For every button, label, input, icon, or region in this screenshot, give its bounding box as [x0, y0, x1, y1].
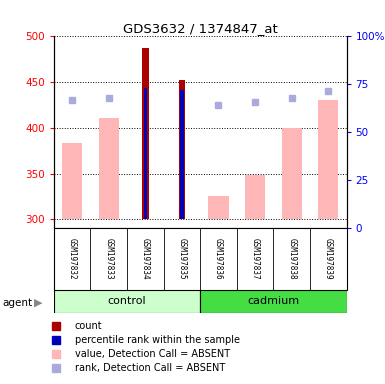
- Text: control: control: [108, 296, 146, 306]
- Bar: [281, 128, 302, 219]
- Bar: [99, 118, 119, 219]
- Bar: [318, 101, 338, 219]
- Text: GSM197832: GSM197832: [68, 238, 77, 280]
- Text: percentile rank within the sample: percentile rank within the sample: [75, 335, 240, 345]
- Bar: [62, 142, 82, 219]
- Text: GSM197839: GSM197839: [324, 238, 333, 280]
- Text: GSM197834: GSM197834: [141, 238, 150, 280]
- Text: GSM197836: GSM197836: [214, 238, 223, 280]
- Text: agent: agent: [2, 298, 32, 308]
- Bar: [245, 175, 265, 219]
- FancyBboxPatch shape: [54, 290, 200, 313]
- Bar: [142, 48, 149, 219]
- Text: GSM197838: GSM197838: [287, 238, 296, 280]
- Bar: [144, 88, 147, 219]
- Text: GSM197837: GSM197837: [251, 238, 259, 280]
- Text: ▶: ▶: [34, 298, 42, 308]
- Text: value, Detection Call = ABSENT: value, Detection Call = ABSENT: [75, 349, 230, 359]
- Title: GDS3632 / 1374847_at: GDS3632 / 1374847_at: [123, 22, 278, 35]
- FancyBboxPatch shape: [54, 228, 346, 290]
- FancyBboxPatch shape: [200, 290, 346, 313]
- Bar: [180, 90, 184, 219]
- Bar: [208, 195, 229, 219]
- Bar: [179, 80, 185, 219]
- Text: cadmium: cadmium: [247, 296, 300, 306]
- Text: rank, Detection Call = ABSENT: rank, Detection Call = ABSENT: [75, 363, 225, 373]
- Text: count: count: [75, 321, 102, 331]
- Text: GSM197835: GSM197835: [177, 238, 186, 280]
- Text: GSM197833: GSM197833: [104, 238, 113, 280]
